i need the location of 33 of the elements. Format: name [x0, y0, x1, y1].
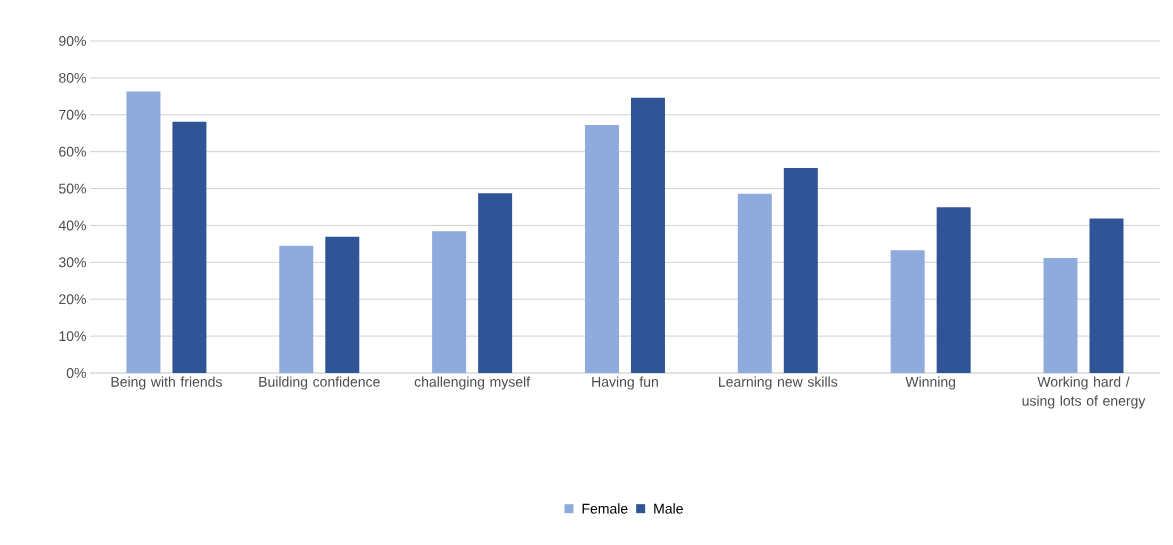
y-tick-label: 60%	[59, 146, 86, 157]
bar	[783, 167, 818, 373]
y-tick-label: 0%	[66, 368, 86, 378]
bar	[630, 97, 665, 373]
bar	[325, 236, 360, 373]
x-tick-label: Learning new skills	[719, 376, 838, 390]
y-tick-label: 80%	[59, 72, 86, 83]
bar	[737, 193, 772, 373]
bar	[1043, 257, 1078, 373]
bar	[1089, 218, 1124, 373]
legend-label: Male	[654, 503, 683, 514]
y-tick-label: 40%	[58, 220, 86, 231]
bar	[172, 121, 207, 373]
x-tick-label: Having fun	[592, 376, 658, 390]
y-tick-label: 30%	[58, 257, 86, 268]
x-tick-label: Building confidence	[259, 376, 380, 390]
bar	[584, 125, 619, 373]
legend-label: Female	[582, 503, 628, 514]
bar	[890, 250, 925, 373]
bar	[936, 207, 971, 373]
x-tick-label: Working hard / using lots of energy	[1022, 376, 1146, 409]
bar	[478, 193, 513, 373]
bar	[126, 91, 161, 373]
y-tick-label: 70%	[59, 109, 86, 120]
y-tick-label: 10%	[59, 331, 86, 342]
x-tick-label: Winning	[905, 376, 956, 390]
y-tick-label: 90%	[59, 36, 86, 46]
bar	[279, 245, 314, 373]
y-tick-label: 20%	[59, 294, 86, 305]
y-tick-label: 50%	[59, 183, 86, 194]
x-tick-label: Being with friends	[111, 376, 222, 390]
x-tick-label: challenging myself	[414, 376, 531, 390]
bar	[432, 231, 467, 373]
